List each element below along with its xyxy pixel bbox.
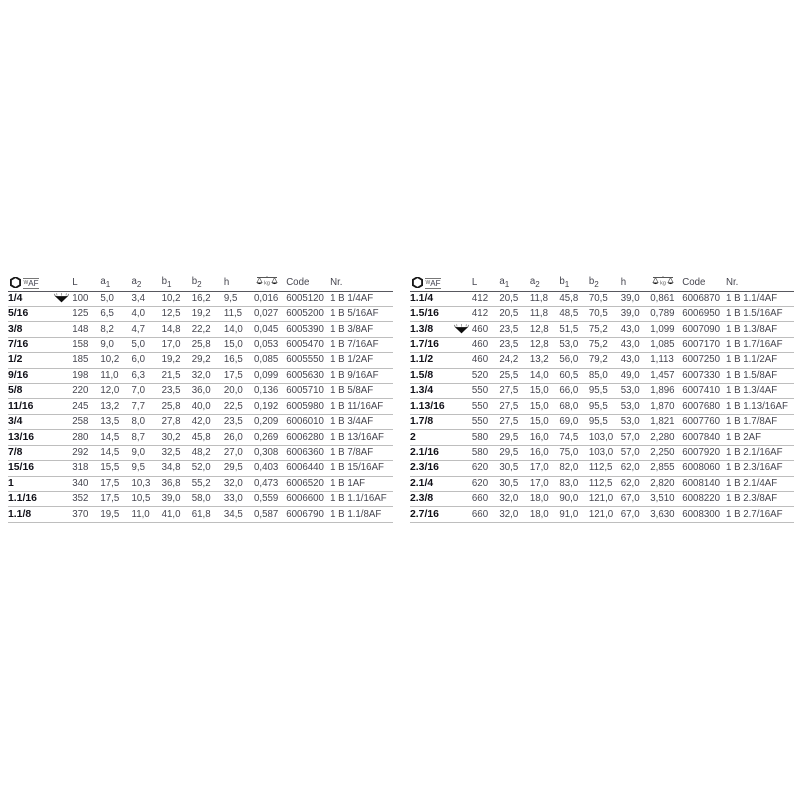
svg-text:kg: kg [660, 281, 666, 287]
svg-text:kg: kg [264, 281, 270, 287]
